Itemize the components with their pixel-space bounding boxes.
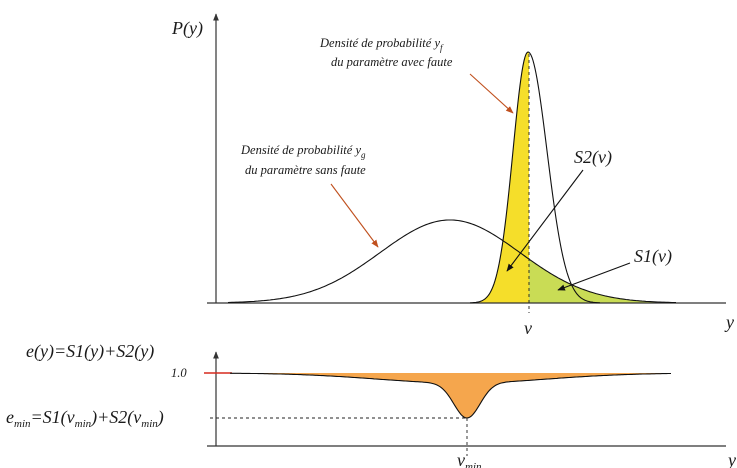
- top-x-axis-label: y: [724, 312, 734, 332]
- error-curve: [229, 372, 671, 419]
- top-y-axis-label: P(y): [171, 18, 203, 39]
- s1-area: [529, 259, 676, 303]
- emin-label: emin=S1(vmin)+S2(vmin): [6, 407, 164, 430]
- faulty-density-curve: [469, 51, 600, 304]
- normal-density-label: Densité de probabilité yg du paramètre s…: [240, 143, 369, 177]
- error-area: [261, 373, 664, 418]
- level-label: 1.0: [171, 366, 187, 380]
- s1-pointer: [557, 262, 631, 291]
- bottom-x-axis-label: y: [726, 450, 736, 468]
- threshold-v-label: v: [524, 318, 532, 338]
- normal-density-pointer: [330, 183, 379, 248]
- s2-pointer: [506, 169, 584, 272]
- s1-label: S1(v): [634, 246, 672, 267]
- faulty-density-pointer: [469, 73, 514, 114]
- bottom-y-axis-label: e(y)=S1(y)+S2(y): [26, 341, 154, 362]
- s2-label: S2(v): [574, 147, 612, 168]
- vmin-label: vmin: [457, 450, 482, 468]
- s2-area: [470, 52, 529, 303]
- faulty-density-label: Densité de probabilité yf du paramètre a…: [319, 36, 453, 69]
- normal-density-curve: [227, 219, 676, 304]
- bottom-plot: e(y)=S1(y)+S2(y) 1.0 y emin=S1(vmin)+S2(…: [6, 341, 736, 468]
- top-plot: P(y) y v Densité de probabilité yf du pa…: [171, 13, 734, 338]
